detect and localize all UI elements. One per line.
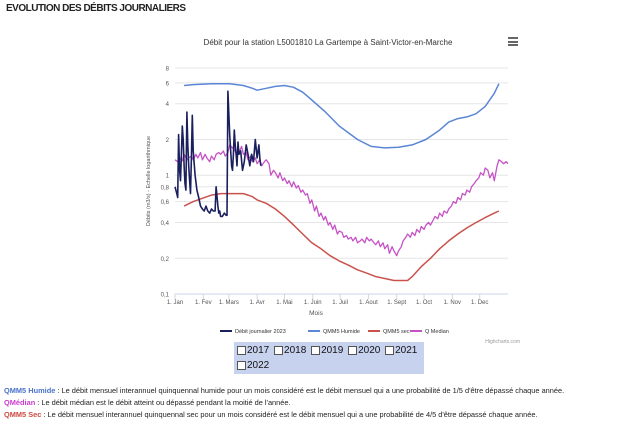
definition-qmm5-humide: QMM5 Humide : Le débit mensuel interannu… — [4, 385, 636, 397]
y-tick-label: 0,2 — [161, 257, 170, 263]
chart-menu-icon[interactable] — [508, 37, 518, 46]
year-checkbox-2017[interactable]: 2017 — [237, 344, 269, 357]
definition-text: : Le débit mensuel interannuel quinquenn… — [41, 410, 538, 419]
year-checkbox-2022[interactable]: 2022 — [237, 359, 269, 372]
year-label: 2018 — [284, 345, 307, 356]
x-tick-label: 1. Jan — [167, 300, 183, 306]
series-line-q-median — [174, 144, 509, 257]
x-tick-label: 1. Aout — [359, 300, 378, 306]
y-tick-label: 2 — [166, 138, 170, 144]
legend-item-label: QMM5 Humide — [323, 329, 360, 335]
definition-qmm5-sec: QMM5 Sec : Le débit mensuel interannuel … — [4, 409, 636, 421]
series-line-qmm5-sec — [183, 192, 500, 282]
x-tick-label: 1. Fev — [195, 300, 212, 306]
y-tick-label: 0,4 — [161, 221, 170, 227]
y-tick-label: 0,8 — [161, 185, 170, 191]
definitions-block: QMM5 Humide : Le débit mensuel interannu… — [4, 385, 636, 421]
y-tick-label: 0,1 — [161, 293, 170, 299]
year-selector: 2017 2018 2019 2020 2021 2022 — [234, 342, 424, 374]
y-tick-label: 1 — [166, 174, 170, 180]
legend-item-label: Q Median — [425, 329, 449, 335]
year-checkbox-2021[interactable]: 2021 — [385, 344, 417, 357]
chart-credit: Highcharts.com — [485, 339, 520, 345]
y-tick-label: 4 — [166, 102, 170, 108]
checkbox-icon — [274, 346, 284, 355]
series-line-qmm5-humide — [184, 82, 500, 149]
legend-item-label: Débit journalier 2023 — [235, 329, 286, 335]
y-tick-label: 6 — [166, 81, 170, 87]
chart-title: Débit pour la station L5001810 La Gartem… — [204, 38, 453, 47]
x-tick-label: 1. Oct — [416, 300, 432, 306]
checkbox-icon — [311, 346, 321, 355]
definition-qmedian: QMédian : Le débit médian est le débit a… — [4, 397, 636, 409]
year-label: 2022 — [247, 360, 270, 371]
definition-term: QMM5 Humide — [4, 386, 56, 395]
x-axis-title: Mois — [309, 310, 323, 317]
checkbox-icon — [237, 361, 246, 370]
year-label: 2019 — [321, 345, 344, 356]
x-tick-label: 1. Nov — [444, 300, 461, 306]
checkbox-icon — [237, 346, 246, 355]
x-tick-label: 1. Sept — [387, 300, 406, 306]
year-checkbox-2019[interactable]: 2019 — [311, 344, 343, 357]
x-tick-label: 1. Dec — [471, 300, 488, 306]
definition-term: QMédian — [4, 398, 36, 407]
chart-panel: Débit pour la station L5001810 La Gartem… — [140, 26, 525, 346]
x-tick-label: 1. Mars — [219, 300, 239, 306]
year-label: 2020 — [358, 345, 381, 356]
checkbox-icon — [348, 346, 358, 355]
checkbox-icon — [385, 346, 395, 355]
year-label: 2017 — [247, 345, 270, 356]
x-tick-label: 1. Juin — [304, 300, 322, 306]
definition-text: : Le débit mensuel interannuel quinquenn… — [55, 386, 565, 395]
y-tick-label: 0,6 — [161, 200, 170, 206]
definition-term: QMM5 Sec — [4, 410, 42, 419]
year-checkbox-2020[interactable]: 2020 — [348, 344, 380, 357]
series-line-d-bit-journalier-2023 — [174, 90, 262, 218]
section-title: EVOLUTION DES DÉBITS JOURNALIERS — [6, 3, 186, 14]
chart-svg: Débit pour la station L5001810 La Gartem… — [146, 38, 520, 345]
year-checkbox-2018[interactable]: 2018 — [274, 344, 306, 357]
y-tick-label: 8 — [166, 67, 170, 73]
y-axis-title: Débits (m3/s) - Echelle logarithmique — [146, 136, 152, 226]
x-tick-label: 1. Juil — [332, 300, 348, 306]
year-label: 2021 — [395, 345, 418, 356]
x-tick-label: 1. Mai — [276, 300, 292, 306]
definition-text: : Le débit médian est le débit atteint o… — [35, 398, 291, 407]
legend-item-label: QMM5 sec — [383, 329, 410, 335]
x-tick-label: 1. Avr — [249, 300, 264, 306]
